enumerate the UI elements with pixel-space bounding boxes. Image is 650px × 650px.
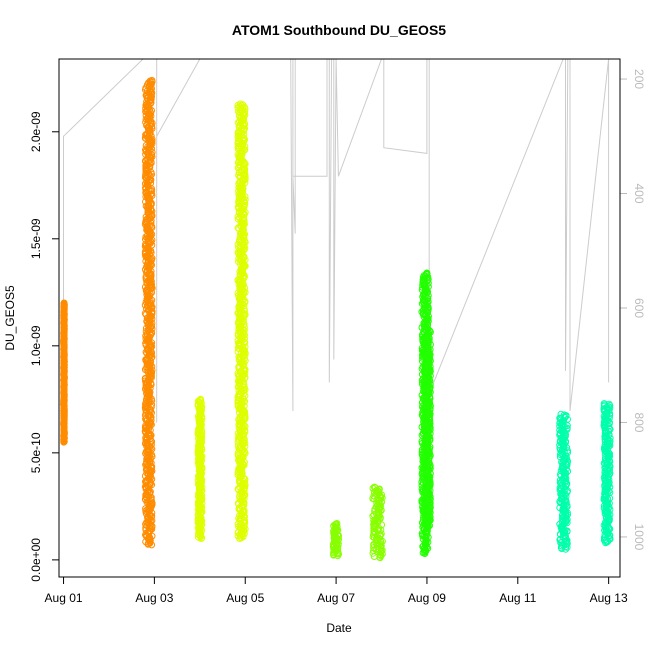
y-tick-label: 2.0e-09 <box>29 111 43 152</box>
data-point <box>237 533 245 541</box>
x-tick-label: Aug 05 <box>226 591 264 605</box>
data-point <box>334 552 342 560</box>
data-point <box>558 545 566 552</box>
x-tick-label: Aug 13 <box>590 591 628 605</box>
data-point <box>148 541 156 549</box>
secondary-tick-label: 400 <box>632 183 646 203</box>
data-point <box>197 535 205 542</box>
data-point <box>334 549 342 557</box>
secondary-tick-label: 1000 <box>632 524 646 551</box>
data-point <box>239 498 247 506</box>
data-point <box>562 545 570 553</box>
secondary-y-axis: 200 400 600 800 1000 <box>619 69 646 551</box>
y-tick-label: 1.5e-09 <box>29 218 43 259</box>
x-tick-label: Aug 11 <box>499 591 536 605</box>
data-point <box>60 438 68 446</box>
plot-frame <box>58 58 621 578</box>
x-tick-label: Aug 01 <box>45 591 83 605</box>
data-point <box>370 488 378 496</box>
x-axis: Aug 01 Aug 03 Aug 05 Aug 07 Aug 09 Aug 11 Aug … <box>45 576 628 605</box>
data-point <box>376 554 384 562</box>
data-point <box>421 550 429 557</box>
chart-title: ATOM1 Southbound DU_GEOS5 <box>232 22 446 38</box>
x-tick-label: Aug 09 <box>408 591 446 605</box>
data-point <box>420 472 428 480</box>
y-tick-label: 5.0e-10 <box>29 432 43 473</box>
y-tick-label: 1.0e-09 <box>29 325 43 366</box>
x-tick-label: Aug 07 <box>317 591 355 605</box>
data-point <box>600 419 608 427</box>
data-point <box>369 549 377 557</box>
y-axis-label: DU_GEOS5 <box>3 285 17 351</box>
x-axis-label: Date <box>326 621 352 635</box>
secondary-tick-label: 200 <box>632 69 646 89</box>
secondary-tick-label: 600 <box>632 298 646 318</box>
y-axis: 0.0e+00 5.0e-10 1.0e-09 1.5e-09 2.0e-09 <box>29 111 60 582</box>
data-point <box>144 540 152 548</box>
data-point <box>605 422 613 430</box>
data-point <box>330 551 338 559</box>
data-point <box>602 539 610 547</box>
data-point <box>234 344 242 352</box>
x-tick-label: Aug 03 <box>135 591 173 605</box>
secondary-tick-label: 800 <box>632 412 646 432</box>
data-point <box>330 548 338 556</box>
data-points <box>60 76 614 562</box>
data-point <box>236 535 244 542</box>
data-point <box>144 232 151 240</box>
y-tick-label: 0.0e+00 <box>29 538 43 582</box>
data-point <box>603 538 611 546</box>
